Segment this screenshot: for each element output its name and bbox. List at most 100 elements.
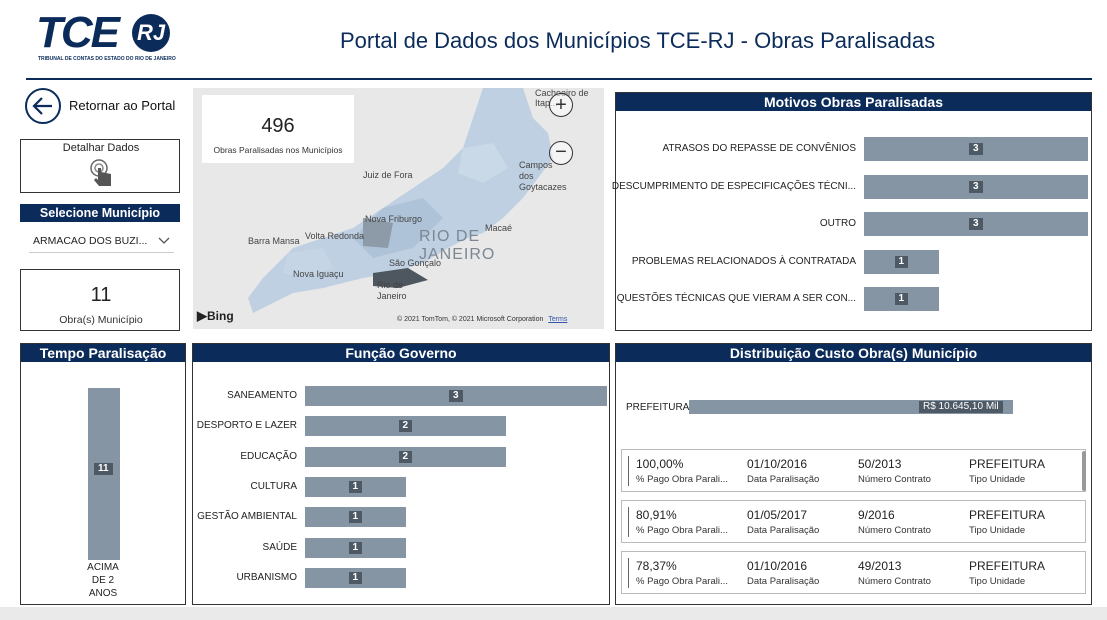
card-accent <box>628 456 629 486</box>
map-label: Nova Friburgo <box>365 214 423 224</box>
bar-category-label: CULTURA <box>250 480 297 492</box>
detail-data-label: Detalhar Dados <box>62 142 140 154</box>
list-item[interactable]: 100,00% % Pago Obra Parali... 01/10/2016 Da… <box>621 449 1086 492</box>
map-zoom-in-button[interactable]: + <box>549 93 573 117</box>
card-accent <box>628 507 629 537</box>
bar-value-label: 3 <box>449 390 463 402</box>
card-field-label: Data Paralisação <box>747 576 820 587</box>
card-field-label: % Pago Obra Parali... <box>636 525 728 536</box>
card-value: 01/05/2017 <box>747 508 808 522</box>
municipality-filter-title: Selecione Município <box>20 204 180 222</box>
card-field-label: Tipo Unidade <box>969 525 1026 536</box>
logo-text: TCE <box>36 8 120 57</box>
bar-value-label: 1 <box>894 255 909 268</box>
municipality-selected-value: ARMACAO DOS BUZI... <box>33 235 148 247</box>
card-field-label: Número Contrato <box>858 525 931 536</box>
bar-category-label: ATRASOS DO REPASSE DE CONVÊNIOS <box>662 143 856 154</box>
custo-title: Distribuição Custo Obra(s) Município <box>616 344 1091 362</box>
card-value: 9/2016 <box>858 508 895 522</box>
bar-value-label: 1 <box>348 541 363 554</box>
bar-value-label: 2 <box>398 450 413 463</box>
bar-category-label: SANEAMENTO <box>227 390 297 401</box>
bar-value-label: 11 <box>94 463 113 475</box>
map-label: Juiz de Fora <box>363 170 413 180</box>
bar-category-label: OUTRO <box>819 218 856 229</box>
bar-category-label: SAÚDE <box>262 541 297 553</box>
card-value: PREFEITURA <box>969 559 1046 573</box>
bar-category-label: QUESTÕES TÉCNICAS QUE VIERAM A SER CON..… <box>616 293 856 304</box>
cards-scrollbar[interactable] <box>1082 451 1086 491</box>
bar-value-label: 1 <box>348 480 363 493</box>
bar-category-label: DESPORTO E LAZER <box>196 420 297 432</box>
municipality-kpi-label: Obra(s) Município <box>59 314 143 326</box>
bar-value-label: 1 <box>348 571 363 584</box>
tempo-title: Tempo Paralisação <box>21 344 185 362</box>
card-field-label: % Pago Obra Parali... <box>636 474 728 485</box>
arrow-left-icon <box>25 88 61 124</box>
card-field-label: % Pago Obra Parali... <box>636 576 728 587</box>
bar-value-label: 2 <box>398 420 413 433</box>
map[interactable]: Cachoeiro de Itap... Juiz de Fora Campos… <box>193 88 604 329</box>
map-bing-logo: ▶Bing <box>197 308 234 324</box>
card-field-label: Tipo Unidade <box>969 576 1026 587</box>
bing-label: Bing <box>207 309 234 323</box>
map-attribution-text: © 2021 TomTom, © 2021 Microsoft Corporat… <box>397 316 544 323</box>
card-field-label: Data Paralisação <box>747 525 820 536</box>
card-value: 78,37% <box>636 559 677 573</box>
page-title: Portal de Dados dos Municípios TCE-RJ - … <box>340 28 936 53</box>
map-regions <box>248 88 553 313</box>
card-field-label: Tipo Unidade <box>969 474 1026 485</box>
funcao-title: Função Governo <box>193 344 609 362</box>
list-item[interactable]: 80,91% % Pago Obra Parali... 01/05/2017 Dat… <box>621 500 1086 543</box>
bar-value-label: 1 <box>894 293 909 305</box>
custo-category-label: PREFEITURA <box>626 402 690 413</box>
detail-data-button[interactable]: Detalhar Dados <box>20 139 180 193</box>
header-divider <box>26 78 1092 80</box>
total-kpi-card: 496 Obras Paralisadas nos Municípios <box>202 95 354 163</box>
bar-category-label: GESTÃO AMBIENTAL <box>197 511 297 523</box>
custo-panel: Distribuição Custo Obra(s) Município PRE… <box>615 343 1092 605</box>
map-label: RIO DE JANEIRO <box>419 228 496 263</box>
logo: TCE RJ TRIBUNAL DE CONTAS DO ESTADO DO R… <box>36 10 176 66</box>
minus-icon: − <box>555 141 567 163</box>
total-kpi-value: 496 <box>261 115 295 137</box>
custo-value-label: R$ 10.645,10 Mil <box>919 401 1003 413</box>
card-value: 01/10/2016 <box>747 559 808 573</box>
bar-category-label: ACIMA <box>87 562 119 573</box>
tempo-panel: Tempo Paralisação 11 ACIMA DE 2 ANOS <box>20 343 186 605</box>
bing-icon: ▶ <box>197 308 207 323</box>
motivos-panel: Motivos Obras Paralisadas ATRASOS DO REP… <box>612 92 1092 331</box>
total-kpi-label: Obras Paralisadas nos Municípios <box>213 145 343 155</box>
card-value: 01/10/2016 <box>747 457 808 471</box>
chevron-down-icon <box>158 237 170 244</box>
map-label: Macaé <box>485 223 513 233</box>
card-field-label: Número Contrato <box>858 576 931 587</box>
back-to-portal-label: Retornar ao Portal <box>69 98 176 113</box>
list-item[interactable]: 78,37% % Pago Obra Parali... 01/10/2016 Dat… <box>621 551 1086 594</box>
bar-value-label: 3 <box>969 180 983 193</box>
map-terms-link[interactable]: Terms <box>548 316 568 323</box>
hand-pointer-icon <box>90 159 111 186</box>
bar-category-label: DE 2 <box>91 575 115 586</box>
funcao-chart: SANEAMENTO 3 DESPORTO E LAZER 2 EDUCAÇÃO 2 CUL… <box>193 362 609 604</box>
map-label: Barra Mansa <box>248 236 300 246</box>
cards-list[interactable]: 100,00% % Pago Obra Parali... 01/10/2016 Da… <box>621 449 1086 601</box>
bottom-bar <box>0 607 1107 620</box>
card-accent <box>628 558 629 588</box>
bar-category-label: PROBLEMAS RELACIONADOS À CONTRATADA <box>631 255 856 267</box>
motivos-chart: ATRASOS DO REPASSE DE CONVÊNIOS 3 DESCUMPR… <box>612 111 1091 331</box>
card-field-label: Número Contrato <box>858 474 931 485</box>
map-attribution: © 2021 TomTom, © 2021 Microsoft Corporat… <box>397 316 567 323</box>
bar-value-label: 3 <box>969 143 983 155</box>
municipality-kpi-card: 11 Obra(s) Município <box>20 269 180 331</box>
municipality-dropdown[interactable]: ARMACAO DOS BUZI... <box>29 230 174 253</box>
card-value: PREFEITURA <box>969 457 1046 471</box>
tempo-chart: 11 ACIMA DE 2 ANOS <box>21 362 185 604</box>
card-value: PREFEITURA <box>969 508 1046 522</box>
card-value: 100,00% <box>636 457 684 471</box>
back-to-portal-button[interactable]: Retornar ao Portal <box>24 87 184 125</box>
map-zoom-out-button[interactable]: − <box>549 141 573 165</box>
card-value: 49/2013 <box>858 559 902 573</box>
municipality-kpi-value: 11 <box>90 284 112 306</box>
bar-value-label: 1 <box>348 511 363 524</box>
